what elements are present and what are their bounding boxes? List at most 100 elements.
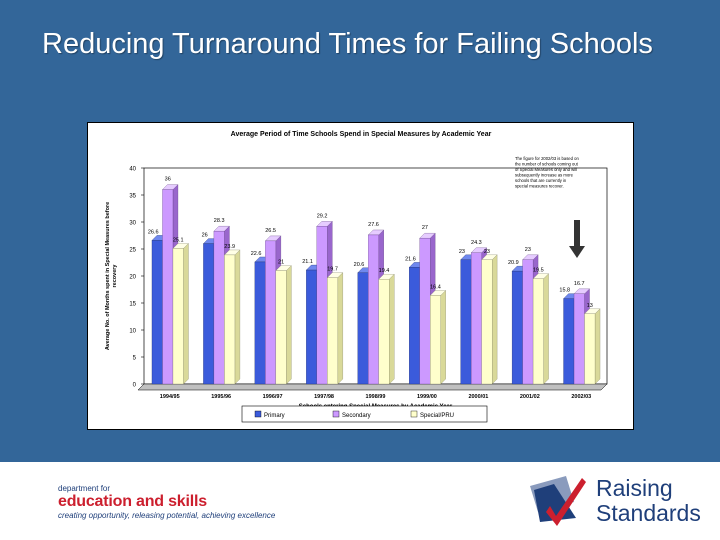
bar-primary xyxy=(460,259,472,385)
data-label: 16.7 xyxy=(574,281,585,287)
raising-standards-logo: Raising Standards xyxy=(526,470,716,532)
ballot-tick-icon xyxy=(530,476,586,526)
bar-secondary xyxy=(419,238,431,385)
y-tick-label: 20 xyxy=(129,275,136,281)
x-tick-label: 2001/02 xyxy=(520,394,540,400)
bar-special-pru xyxy=(378,279,390,385)
x-tick-label: 1996/97 xyxy=(263,394,283,400)
chart-title: Average Period of Time Schools Spend in … xyxy=(231,131,492,138)
x-tick-label: 1999/00 xyxy=(417,394,437,400)
data-label: 23.9 xyxy=(224,244,235,250)
bar-side xyxy=(234,249,241,385)
data-label: 36 xyxy=(165,177,171,183)
bar-secondary xyxy=(470,252,482,385)
dfes-logo: department for education and skills crea… xyxy=(58,484,318,521)
bar-side xyxy=(491,254,498,385)
bar-chart: Average Period of Time Schools Spend in … xyxy=(87,122,634,430)
data-label: 27.6 xyxy=(368,222,379,228)
x-tick-label: 2002/03 xyxy=(571,394,591,400)
legend-label: Special/PRU xyxy=(420,413,454,419)
dfes-logo-line1: department for xyxy=(58,484,111,493)
legend-label: Secondary xyxy=(342,413,371,419)
bar-secondary xyxy=(573,293,585,385)
bar-primary xyxy=(511,270,523,385)
bar-secondary xyxy=(162,189,174,385)
data-label: 25.1 xyxy=(173,237,184,243)
dfes-logo-tagline: creating opportunity, releasing potentia… xyxy=(58,511,276,520)
data-label: 15.8 xyxy=(559,288,570,294)
bar-special-pru xyxy=(584,313,596,385)
data-label: 16.4 xyxy=(430,284,441,290)
y-tick-label: 35 xyxy=(129,194,136,200)
slide-title: Reducing Turnaround Times for Failing Sc… xyxy=(42,28,653,60)
data-label: 19.7 xyxy=(327,267,338,273)
data-label: 28.3 xyxy=(214,218,225,224)
bar-side xyxy=(286,265,292,385)
bar-side xyxy=(543,273,549,385)
x-tick-label: 2000/01 xyxy=(468,394,488,400)
data-label: 19.5 xyxy=(533,268,544,274)
legend-box xyxy=(241,405,488,423)
raising-standards-line1: Raising xyxy=(596,475,673,501)
bar-primary xyxy=(409,267,420,385)
bar-special-pru xyxy=(275,270,287,385)
data-label: 20.6 xyxy=(354,262,365,268)
chart-floor xyxy=(137,383,608,391)
data-label: 20.9 xyxy=(508,260,519,266)
legend-swatch xyxy=(410,410,418,418)
bar-secondary xyxy=(368,234,379,385)
bar-special-pru xyxy=(172,248,184,385)
y-tick-label: 25 xyxy=(129,248,136,254)
y-tick-label: 15 xyxy=(129,302,136,308)
bar-primary xyxy=(203,243,215,385)
raising-standards-line2: Standards xyxy=(596,500,701,526)
data-label: 22.6 xyxy=(251,251,262,257)
data-label: 21.6 xyxy=(405,256,416,262)
annotation-arrow-shaft xyxy=(574,220,580,246)
data-label: 23 xyxy=(525,247,531,253)
bar-side xyxy=(440,290,446,385)
dfes-logo-line2: education and skills xyxy=(58,493,207,510)
x-tick-label: 1995/96 xyxy=(211,394,231,400)
data-label: 21.1 xyxy=(302,259,313,265)
data-label: 23 xyxy=(459,249,465,255)
y-tick-label: 40 xyxy=(129,167,136,173)
data-label: 19.4 xyxy=(379,268,390,274)
data-label: 26 xyxy=(202,233,208,239)
y-tick-label: 30 xyxy=(129,221,136,227)
bar-secondary xyxy=(316,226,328,385)
bar-special-pru xyxy=(224,254,236,385)
legend-swatch xyxy=(332,410,340,418)
bar-secondary xyxy=(522,259,534,385)
bar-primary xyxy=(563,298,575,385)
bar-special-pru xyxy=(532,278,544,385)
y-tick-label: 5 xyxy=(133,356,137,362)
footer xyxy=(0,462,720,540)
data-label: 26.5 xyxy=(265,228,276,234)
bar-special-pru xyxy=(430,295,441,385)
bar-secondary xyxy=(265,240,277,385)
y-axis-label: Average No. of Months spent in Special M… xyxy=(105,202,118,350)
data-label: 21 xyxy=(278,260,284,266)
data-label: 23 xyxy=(484,249,490,255)
legend-swatch xyxy=(254,410,262,418)
annotation-arrow-head xyxy=(569,246,585,258)
y-tick-label: 0 xyxy=(133,383,137,389)
x-tick-label: 1994/95 xyxy=(160,394,180,400)
x-tick-label: 1998/99 xyxy=(366,394,386,400)
data-label: 13 xyxy=(587,303,593,309)
bar-primary xyxy=(306,269,317,385)
bar-primary xyxy=(357,272,369,385)
bar-special-pru xyxy=(481,259,493,385)
bar-side xyxy=(183,243,189,385)
data-label: 27 xyxy=(422,225,428,231)
bar-secondary xyxy=(213,231,225,385)
data-label: 24.3 xyxy=(471,240,482,246)
data-label: 26.6 xyxy=(148,229,159,235)
bar-primary xyxy=(254,261,266,385)
x-tick-label: 1997/98 xyxy=(314,394,334,400)
chart-container: Average Period of Time Schools Spend in … xyxy=(87,122,634,430)
bar-special-pru xyxy=(327,277,338,385)
bar-side xyxy=(337,272,343,385)
bar-side xyxy=(594,308,601,385)
